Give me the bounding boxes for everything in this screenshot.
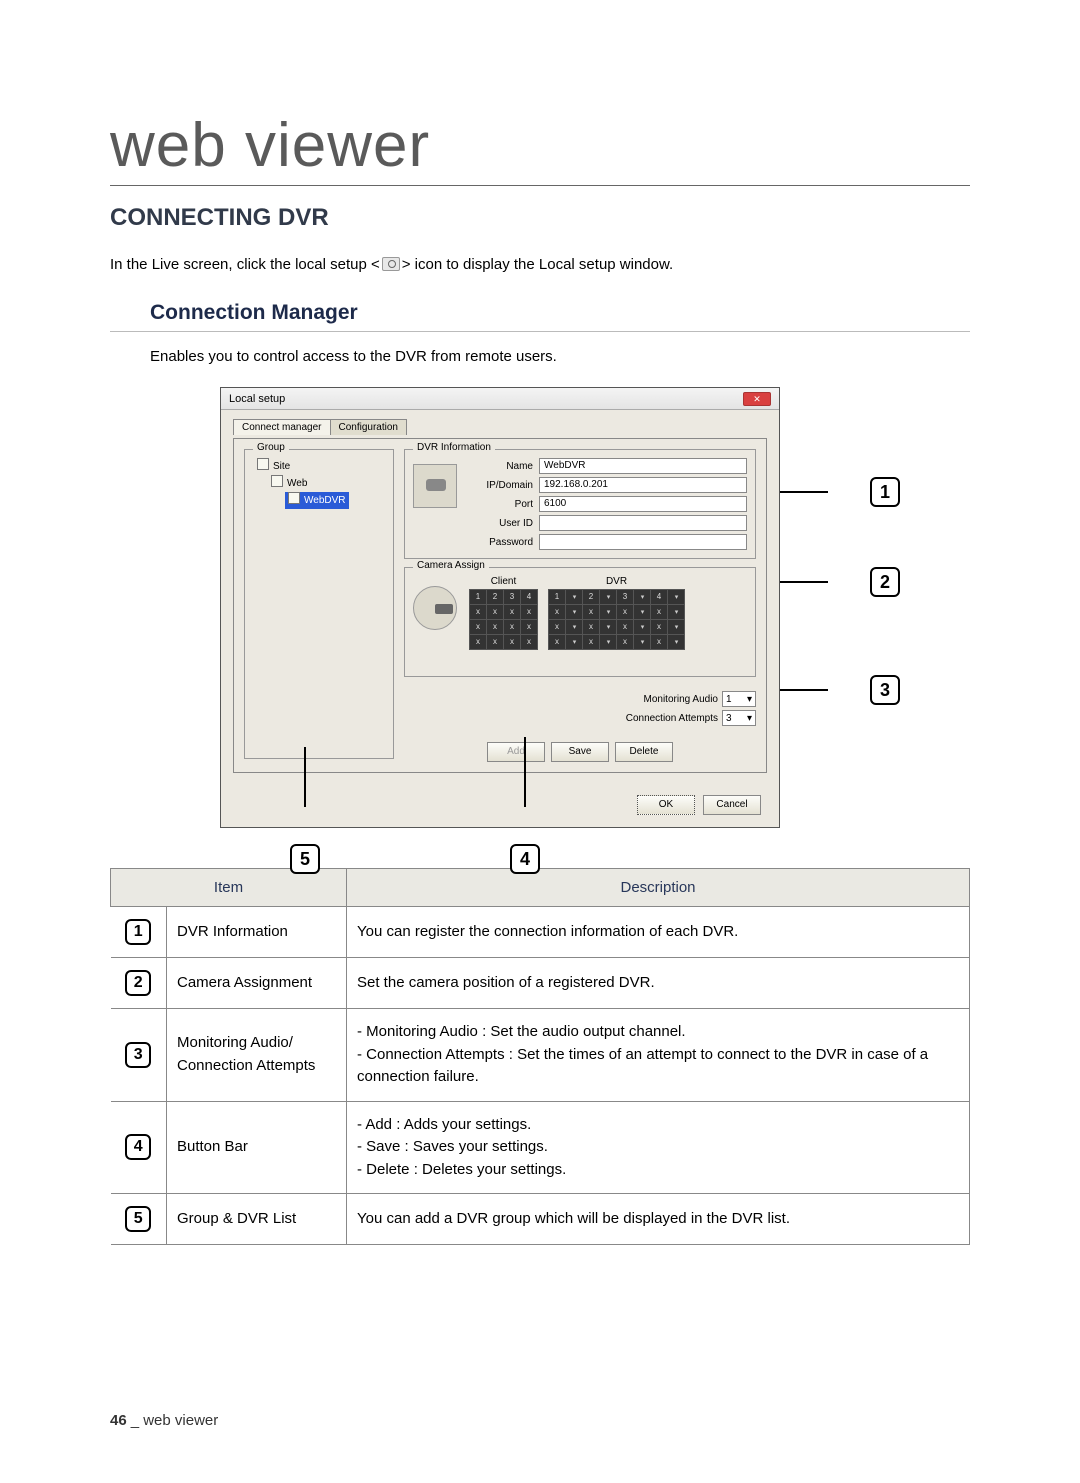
save-button[interactable]: Save xyxy=(551,742,609,762)
group-tree[interactable]: Site Web WebDVR xyxy=(253,458,385,509)
cancel-button[interactable]: Cancel xyxy=(703,795,761,815)
camera-assign-legend: Camera Assign xyxy=(413,560,489,571)
tab-configuration[interactable]: Configuration xyxy=(330,419,407,435)
subsection-desc: Enables you to control access to the DVR… xyxy=(110,348,970,365)
th-item: Item xyxy=(111,869,347,907)
table-row: 2 Camera AssignmentSet the camera positio… xyxy=(111,958,970,1009)
row-number-cell: 3 xyxy=(111,1009,167,1102)
name-input[interactable]: WebDVR xyxy=(539,458,747,474)
dvr-info-legend: DVR Information xyxy=(413,442,495,453)
tree-node-site[interactable]: Site xyxy=(257,461,290,472)
lead-1 xyxy=(780,491,828,493)
userid-input[interactable] xyxy=(539,515,747,531)
row-item: Camera Assignment xyxy=(167,958,347,1009)
port-input[interactable]: 6100 xyxy=(539,496,747,512)
row-number-badge: 4 xyxy=(125,1134,151,1160)
lead-4 xyxy=(524,737,526,807)
dvr-info-panel: DVR Information NameWebDVR IP/Domain192.… xyxy=(404,449,756,559)
dialog-figure: Local setup ✕ Connect managerConfigurati… xyxy=(220,387,860,828)
client-grid[interactable]: 1234 xxxx xxxx xxxx xyxy=(469,589,538,650)
page-number: 46 xyxy=(110,1412,127,1429)
row-description: Set the camera position of a registered … xyxy=(347,958,970,1009)
chapter-title: web viewer xyxy=(110,110,970,186)
row-description: You can register the connection informat… xyxy=(347,907,970,958)
row-number-cell: 1 xyxy=(111,907,167,958)
intro-post: > icon to display the Local setup window… xyxy=(402,256,673,273)
callout-1: 1 xyxy=(870,477,900,507)
row-number-badge: 3 xyxy=(125,1042,151,1068)
name-label: Name xyxy=(469,461,539,472)
connection-attempts-select[interactable]: 3▾ xyxy=(722,710,756,726)
description-table: Item Description 1DVR InformationYou can… xyxy=(110,868,970,1245)
camera-assign-panel: Camera Assign Client 1234 xxxx xxxx xyxy=(404,567,756,677)
ip-input[interactable]: 192.168.0.201 xyxy=(539,477,747,493)
add-button[interactable]: Add xyxy=(487,742,545,762)
group-panel: Group Site Web WebDVR xyxy=(244,449,394,759)
th-description: Description xyxy=(347,869,970,907)
table-row: 5 Group & DVR ListYou can add a DVR group… xyxy=(111,1194,970,1245)
close-icon[interactable]: ✕ xyxy=(743,392,771,406)
chevron-down-icon: ▾ xyxy=(747,713,752,724)
button-bar: Add Save Delete xyxy=(404,742,756,762)
page-footer: 46_ web viewer xyxy=(110,1412,218,1429)
tree-node-webdvr[interactable]: WebDVR xyxy=(285,492,349,509)
dialog-titlebar: Local setup ✕ xyxy=(221,388,779,410)
row-description: - Monitoring Audio : Set the audio outpu… xyxy=(347,1009,970,1102)
chevron-down-icon: ▾ xyxy=(747,694,752,705)
tab-row: Connect managerConfiguration xyxy=(233,418,767,434)
callout-4: 4 xyxy=(510,844,540,874)
ip-label: IP/Domain xyxy=(469,480,539,491)
row-description: You can add a DVR group which will be di… xyxy=(347,1194,970,1245)
monitoring-audio-label: Monitoring Audio xyxy=(644,694,719,705)
dialog-title: Local setup xyxy=(229,393,285,405)
row-item: DVR Information xyxy=(167,907,347,958)
monitoring-audio-select[interactable]: 1▾ xyxy=(722,691,756,707)
row-item: Group & DVR List xyxy=(167,1194,347,1245)
intro-text: In the Live screen, click the local setu… xyxy=(110,254,970,275)
table-row: 3 Monitoring Audio/ Connection Attempts- … xyxy=(111,1009,970,1102)
delete-button[interactable]: Delete xyxy=(615,742,673,762)
callout-2: 2 xyxy=(870,567,900,597)
group-legend: Group xyxy=(253,442,289,453)
row-number-badge: 1 xyxy=(125,919,151,945)
camera-icon xyxy=(413,586,457,630)
tab-connect-manager[interactable]: Connect manager xyxy=(233,419,331,435)
table-row: 4 Button Bar- Add : Adds your settings. -… xyxy=(111,1101,970,1194)
row-number-cell: 5 xyxy=(111,1194,167,1245)
password-input[interactable] xyxy=(539,534,747,550)
row-number-cell: 2 xyxy=(111,958,167,1009)
port-label: Port xyxy=(469,499,539,510)
dvr-thumb-icon xyxy=(413,464,457,508)
lead-5 xyxy=(304,747,306,807)
row-item: Monitoring Audio/ Connection Attempts xyxy=(167,1009,347,1102)
row-number-badge: 2 xyxy=(125,970,151,996)
subsection-title: Connection Manager xyxy=(110,301,970,332)
client-header: Client xyxy=(469,576,538,587)
local-setup-icon xyxy=(382,257,400,271)
section-title: CONNECTING DVR xyxy=(110,204,970,232)
dvr-grid[interactable]: 1234 xxxx xxxx xxxx xyxy=(548,589,685,650)
table-row: 1 DVR InformationYou can register the con… xyxy=(111,907,970,958)
callout-5: 5 xyxy=(290,844,320,874)
row-item: Button Bar xyxy=(167,1101,347,1194)
tree-node-web[interactable]: Web xyxy=(271,478,307,489)
lead-2 xyxy=(780,581,828,583)
lead-3 xyxy=(780,689,828,691)
intro-pre: In the Live screen, click the local setu… xyxy=(110,256,380,273)
password-label: Password xyxy=(469,537,539,548)
dvr-header: DVR xyxy=(548,576,685,587)
userid-label: User ID xyxy=(469,518,539,529)
row-number-badge: 5 xyxy=(125,1206,151,1232)
connection-attempts-label: Connection Attempts xyxy=(626,713,718,724)
ok-button[interactable]: OK xyxy=(637,795,695,815)
row-description: - Add : Adds your settings. - Save : Sav… xyxy=(347,1101,970,1194)
footer-sep: _ xyxy=(131,1412,139,1429)
footer-section: web viewer xyxy=(143,1412,218,1429)
row-number-cell: 4 xyxy=(111,1101,167,1194)
callout-3: 3 xyxy=(870,675,900,705)
